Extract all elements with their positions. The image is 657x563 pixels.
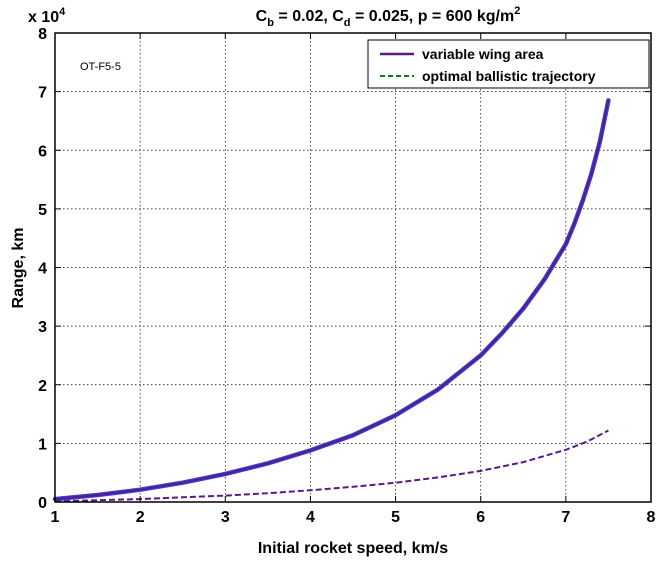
y-multiplier-base: x 10 [28,9,59,26]
series-layer [52,98,611,503]
x-axis-label: Initial rocket speed, km/s [258,540,448,557]
x-tick-label: 6 [476,509,485,526]
legend-box [367,39,650,89]
title-c2-val: = 0.025, p = 600 kg/m [351,8,515,25]
y-multiplier-exp: 4 [59,6,66,18]
title-c1-sub: b [267,17,274,29]
title-c1: C [256,8,268,25]
y-tick-label: 8 [38,26,47,43]
x-tick-label: 2 [136,509,145,526]
legend-label-optimal-ballistic: optimal ballistic trajectory [422,68,596,84]
title-c2: C [332,8,344,25]
y-tick-label: 4 [38,261,47,278]
x-tick-label: 1 [51,509,60,526]
y-tick-label: 0 [38,495,47,512]
series-line-optimal-ballistic [54,429,609,503]
y-tick-label: 6 [38,143,47,160]
x-tick-label: 3 [221,509,230,526]
title-c2-sub: d [344,17,351,29]
x-tick-labels: 1 2 3 4 5 6 7 8 [51,509,656,526]
y-tick-labels: 0 1 2 3 4 5 6 7 8 [38,26,47,512]
series-line-variable-wing-area [54,99,610,501]
x-tick-label: 8 [647,509,656,526]
title-sup: 2 [514,5,520,17]
y-tick-label: 1 [38,436,47,453]
chart-title: Cb = 0.02, Cd = 0.025, p = 600 kg/m2 [256,5,521,29]
x-tick-label: 7 [561,509,570,526]
y-tick-label: 2 [38,378,47,395]
legend: variable wing area optimal ballistic tra… [367,39,650,89]
legend-label-variable-wing-area: variable wing area [422,46,544,62]
y-tick-label: 5 [38,202,47,219]
y-tick-label: 7 [38,85,47,102]
ticks [54,32,652,503]
x-tick-label: 5 [391,509,400,526]
x-tick-label: 4 [306,509,315,526]
y-tick-label: 3 [38,319,47,336]
y-multiplier: x 104 [28,6,66,26]
annotation-label: OT-F5-5 [80,61,121,73]
y-axis-label: Range, km [10,228,27,309]
title-c1-val: = 0.02, [274,8,332,25]
